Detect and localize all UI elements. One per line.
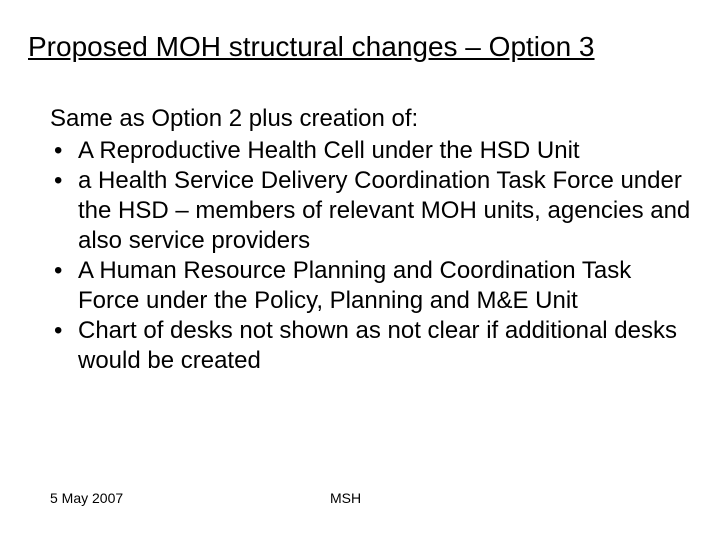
footer-date: 5 May 2007: [50, 490, 330, 506]
bullet-list: A Reproductive Health Cell under the HSD…: [50, 136, 692, 376]
slide-title: Proposed MOH structural changes – Option…: [28, 30, 692, 64]
list-item: a Health Service Delivery Coordination T…: [50, 166, 692, 256]
list-item: A Human Resource Planning and Coordinati…: [50, 256, 692, 316]
list-item: Chart of desks not shown as not clear if…: [50, 316, 692, 376]
slide-footer: 5 May 2007 MSH: [50, 490, 670, 506]
slide: Proposed MOH structural changes – Option…: [0, 0, 720, 540]
slide-body: Same as Option 2 plus creation of: A Rep…: [50, 104, 692, 376]
footer-org: MSH: [330, 490, 361, 506]
intro-text: Same as Option 2 plus creation of:: [50, 104, 692, 134]
list-item: A Reproductive Health Cell under the HSD…: [50, 136, 692, 166]
